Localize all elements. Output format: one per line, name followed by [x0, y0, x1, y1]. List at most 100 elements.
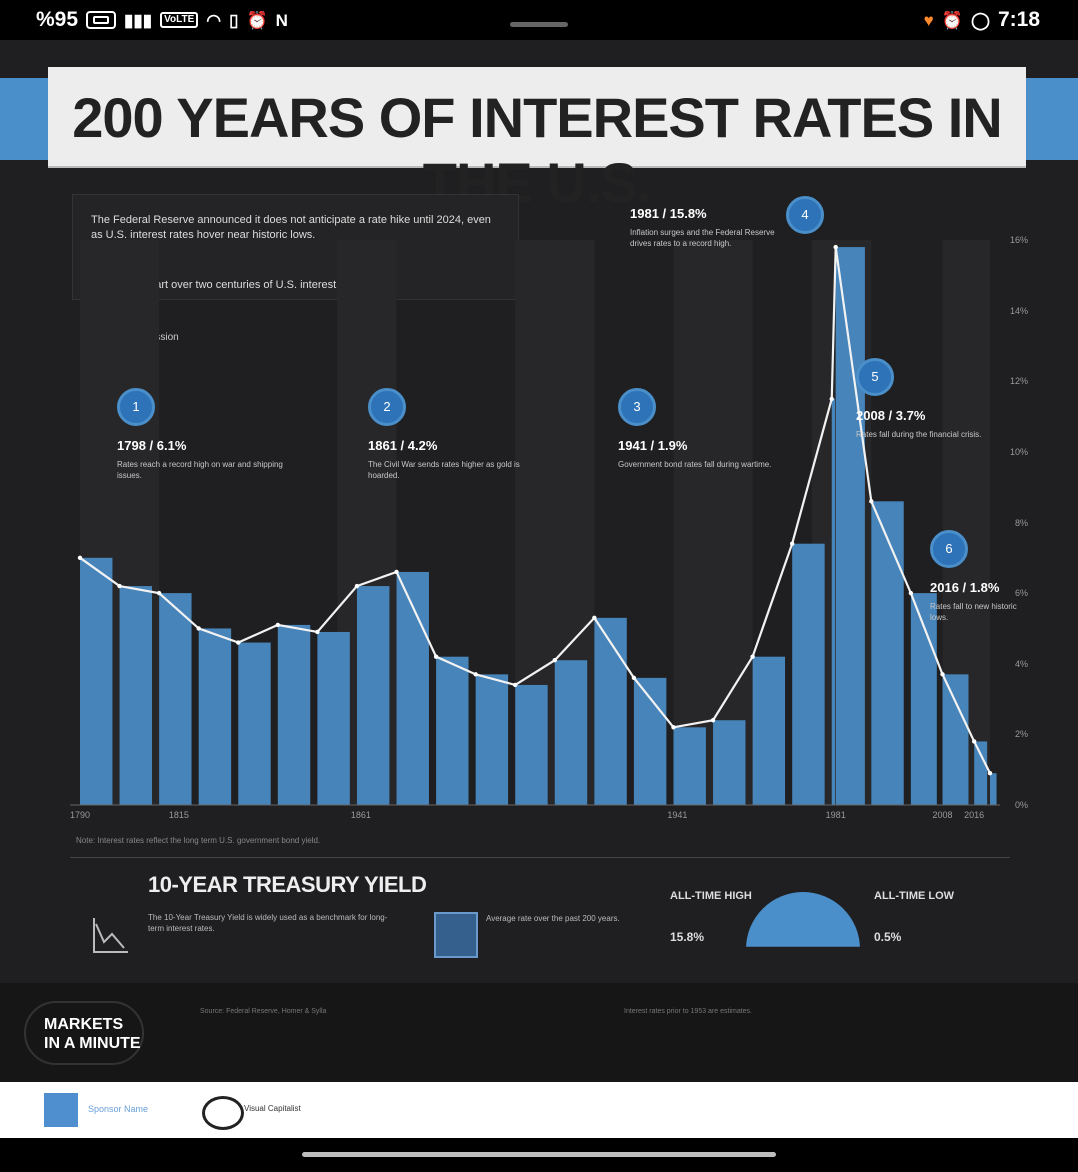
callout-text: Rates fall during the financial crisis.: [856, 430, 982, 439]
callout-icon: 6: [930, 530, 968, 568]
sponsor-name: Sponsor Name: [88, 1104, 149, 1114]
visual-capitalist-name: Visual Capitalist: [244, 1104, 301, 1113]
data-point: [275, 622, 281, 628]
alarm-icon: ⏰: [246, 10, 268, 30]
data-point: [77, 555, 83, 561]
all-time-high-value: 15.8%: [670, 930, 705, 944]
data-point: [196, 626, 201, 631]
bar: [594, 617, 627, 805]
title-banner: 200 YEARS OF INTEREST RATES IN THE U.S.: [48, 67, 1026, 214]
data-point: [552, 658, 557, 663]
bar: [277, 624, 311, 805]
visual-capitalist-logo: [202, 1096, 244, 1130]
bar: [713, 720, 746, 805]
y-tick-label: 12%: [1009, 376, 1028, 387]
x-tick-label: 2016: [964, 810, 985, 820]
data-point: [750, 654, 755, 659]
bar: [835, 247, 865, 805]
bar: [990, 773, 997, 805]
home-gesture-bar[interactable]: [302, 1152, 776, 1157]
treasury-title: 10-YEAR TREASURY YIELD: [148, 872, 427, 897]
bar: [831, 398, 835, 805]
callout-title: 2008 / 3.7%: [856, 408, 926, 423]
data-point: [971, 739, 977, 744]
treasury-text: The 10-Year Treasury Yield is widely use…: [148, 913, 388, 933]
line-chart-icon: [93, 918, 128, 953]
x-tick-label: 1861: [350, 810, 371, 820]
wifi-icon: ◠: [206, 10, 222, 30]
callout-1861: 2 1861 / 4.2% The Civil War sends rates …: [368, 388, 543, 481]
status-left: %95 ▮▮▮ VoLTE ◠ ▯ ⏰ N: [36, 8, 288, 32]
callout-title: 1941 / 1.9%: [618, 438, 688, 453]
signal-icon: ▮▮▮: [124, 10, 153, 30]
bar: [974, 741, 988, 805]
drag-handle[interactable]: [510, 22, 568, 27]
battery-icon: [86, 11, 117, 29]
data-point: [236, 640, 241, 645]
calendar-icon: [434, 912, 478, 958]
data-point: [671, 725, 676, 730]
all-time-low-label: ALL-TIME LOW: [874, 890, 955, 902]
data-point: [315, 629, 320, 635]
x-tick-label: 1941: [667, 810, 688, 820]
clock: 7:18: [997, 8, 1040, 31]
callout-2008: 5 2008 / 3.7% Rates fall during the fina…: [856, 358, 986, 440]
sponsor-logo: [44, 1093, 78, 1127]
bar: [198, 628, 232, 805]
bar: [792, 543, 825, 805]
status-bar: %95 ▮▮▮ VoLTE ◠ ▯ ⏰ N ♥ ⏰ ◯ 7:18: [0, 0, 1078, 40]
callout-1981-icon: 4: [786, 196, 824, 234]
navigation-bar: [0, 1138, 1078, 1172]
alarm-icon: ⏰: [941, 10, 963, 30]
bar: [871, 501, 904, 805]
bar: [317, 631, 350, 805]
bar: [942, 674, 969, 805]
data-point: [869, 499, 874, 504]
infographic-image[interactable]: 200 YEARS OF INTEREST RATES IN THE U.S. …: [0, 40, 1078, 1082]
data-point: [908, 590, 914, 596]
treasury-section: 10-YEAR TREASURY YIELD The 10-Year Treas…: [70, 857, 1010, 968]
interest-rate-chart: [70, 240, 1000, 806]
callout-2016: 6 2016 / 1.8% Rates fall to new historic…: [930, 530, 1035, 623]
intro-text: The Federal Reserve announced it does no…: [91, 214, 491, 241]
callout-text: The Civil War sends rates higher as gold…: [368, 460, 520, 480]
whatsapp-icon: ◯: [970, 10, 990, 30]
x-axis-labels: 1790 1815 1861 1941 1981 2008 2016: [70, 810, 1000, 830]
data-point: [117, 583, 122, 589]
nfc-icon: N: [275, 10, 288, 30]
data-point: [513, 682, 518, 688]
sponsor-bar: Sponsor Name Visual Capitalist: [0, 1082, 1078, 1138]
data-point: [829, 396, 834, 402]
callout-icon: 3: [618, 388, 656, 426]
data-point: [710, 718, 716, 723]
status-right: ♥ ⏰ ◯ 7:18: [924, 8, 1040, 32]
x-tick-label: 1790: [69, 810, 91, 820]
data-point: [987, 771, 993, 776]
callout-text: Government bond rates fall during wartim…: [618, 460, 772, 469]
data-point: [433, 654, 439, 659]
y-axis-labels: 0% 2% 4% 6% 8% 10% 12% 14% 16%: [988, 220, 1028, 820]
callout-title: 1798 / 6.1%: [117, 438, 187, 453]
average-rate-text: Average rate over the past 200 years.: [486, 914, 620, 923]
bar: [396, 571, 429, 805]
y-tick-label: 8%: [1014, 517, 1028, 528]
background-band: [673, 240, 753, 805]
battery-percent: %95: [36, 8, 79, 31]
bar: [515, 684, 548, 805]
y-tick-label: 4%: [1014, 658, 1028, 669]
intro-subtext: Below, we chart over two centuries of U.…: [91, 279, 367, 291]
markets-in-a-minute-logo: MARKETS IN A MINUTE: [24, 1001, 144, 1065]
callout-text: Rates fall to new historic lows.: [930, 602, 1017, 622]
callout-icon: 5: [856, 358, 894, 396]
data-point: [354, 583, 360, 589]
bar: [436, 656, 469, 805]
callout-text: Rates reach a record high on war and shi…: [117, 460, 283, 480]
callout-icon: 1: [117, 388, 155, 426]
bar: [159, 593, 192, 805]
callout-title: 2016 / 1.8%: [930, 580, 1000, 595]
y-tick-label: 14%: [1009, 305, 1028, 316]
callout-1798: 1 1798 / 6.1% Rates reach a record high …: [117, 388, 292, 481]
app-notification-icon: ♥: [923, 10, 934, 30]
data-point: [631, 675, 637, 681]
data-point: [156, 590, 162, 596]
